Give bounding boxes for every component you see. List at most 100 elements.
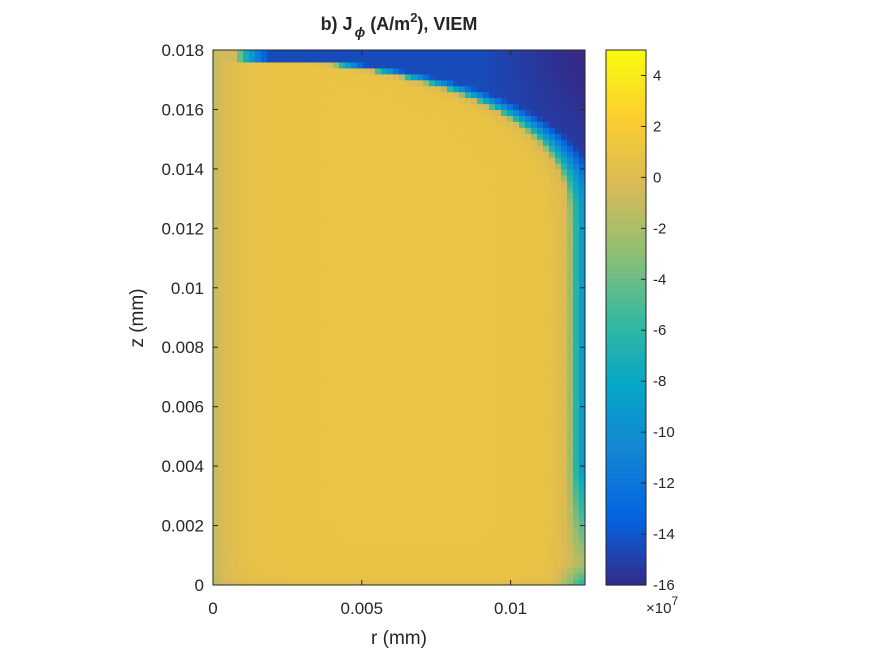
heatmap-cell — [447, 567, 454, 574]
heatmap-cell — [219, 478, 226, 485]
heatmap-cell — [387, 448, 394, 455]
heatmap-cell — [429, 573, 436, 580]
heatmap-cell — [573, 472, 580, 479]
heatmap-cell — [345, 115, 352, 122]
heatmap-cell — [267, 275, 274, 283]
heatmap-cell — [291, 537, 298, 544]
heatmap-cell — [501, 382, 508, 390]
heatmap-cell — [387, 269, 394, 277]
heatmap-cell — [321, 519, 328, 527]
heatmap-cell — [357, 210, 364, 218]
heatmap-cell — [243, 579, 250, 585]
heatmap-cell — [363, 329, 370, 336]
heatmap-cell — [435, 483, 442, 491]
heatmap-cell — [417, 157, 424, 164]
heatmap-cell — [345, 513, 352, 521]
heatmap-cell — [285, 388, 292, 396]
heatmap-cell — [363, 388, 370, 396]
heatmap-cell — [231, 436, 238, 443]
heatmap-cell — [279, 335, 286, 342]
heatmap-cell — [285, 311, 292, 319]
heatmap-cell — [255, 287, 262, 295]
heatmap-cell — [435, 519, 442, 527]
heatmap-cell — [327, 258, 334, 265]
heatmap-cell — [255, 228, 262, 235]
heatmap-cell — [573, 347, 580, 354]
heatmap-cell — [525, 222, 532, 229]
heatmap-cell — [297, 240, 304, 247]
heatmap-cell — [219, 483, 226, 491]
heatmap-cell — [447, 365, 454, 372]
heatmap-cell — [531, 365, 538, 372]
heatmap-cell — [417, 109, 424, 116]
heatmap-cell — [393, 418, 400, 426]
heatmap-cell — [291, 501, 298, 509]
heatmap-cell — [291, 145, 298, 152]
heatmap-cell — [519, 281, 526, 289]
heatmap-cell — [537, 472, 544, 479]
heatmap-cell — [549, 478, 556, 485]
heatmap-cell — [483, 109, 490, 116]
heatmap-cell — [303, 180, 310, 188]
heatmap-cell — [489, 537, 496, 544]
heatmap-cell — [381, 311, 388, 319]
heatmap-cell — [345, 359, 352, 366]
heatmap-cell — [423, 406, 430, 414]
heatmap-cell — [537, 287, 544, 295]
heatmap-cell — [333, 525, 340, 533]
heatmap-cell — [249, 329, 256, 336]
heatmap-cell — [279, 406, 286, 414]
heatmap-cell — [357, 549, 364, 556]
heatmap-cell — [507, 424, 514, 432]
heatmap-cell — [537, 537, 544, 544]
heatmap-cell — [393, 198, 400, 206]
heatmap-cell — [231, 579, 238, 585]
heatmap-cell — [429, 489, 436, 497]
heatmap-cell — [525, 579, 532, 585]
heatmap-cell — [297, 365, 304, 372]
heatmap-cell — [549, 145, 556, 152]
heatmap-cell — [315, 246, 322, 253]
heatmap-cell — [219, 519, 226, 527]
heatmap-cell — [441, 287, 448, 295]
heatmap-cell — [219, 561, 226, 568]
heatmap-cell — [243, 240, 250, 247]
heatmap-cell — [525, 186, 532, 194]
heatmap-cell — [579, 418, 585, 426]
heatmap-cell — [435, 454, 442, 461]
heatmap-cell — [423, 204, 430, 212]
heatmap-cell — [555, 299, 562, 307]
heatmap-cell — [471, 466, 478, 473]
heatmap-cell — [315, 240, 322, 247]
heatmap-cell — [345, 139, 352, 146]
heatmap-cell — [567, 157, 574, 164]
heatmap-cell — [339, 168, 346, 176]
heatmap-cell — [549, 264, 556, 271]
heatmap-cell — [525, 478, 532, 485]
heatmap-cell — [255, 269, 262, 277]
heatmap-cell — [489, 168, 496, 176]
heatmap-cell — [549, 555, 556, 562]
heatmap-cell — [405, 365, 412, 372]
heatmap-cell — [369, 252, 376, 259]
heatmap-cell — [261, 424, 268, 432]
heatmap-cell — [477, 579, 484, 585]
heatmap-cell — [357, 305, 364, 313]
heatmap-cell — [549, 121, 556, 128]
heatmap-cell — [369, 222, 376, 229]
heatmap-cell — [555, 335, 562, 342]
heatmap-cell — [285, 174, 292, 182]
heatmap-cell — [447, 359, 454, 366]
heatmap-cell — [369, 115, 376, 122]
heatmap-cell — [489, 478, 496, 485]
heatmap-cell — [495, 507, 502, 515]
heatmap-cell — [573, 555, 580, 562]
heatmap-cell — [345, 549, 352, 556]
heatmap-cell — [213, 531, 220, 539]
heatmap-cell — [393, 483, 400, 491]
heatmap-cell — [345, 269, 352, 277]
heatmap-cell — [237, 228, 244, 235]
heatmap-cell — [273, 460, 280, 467]
heatmap-cell — [291, 448, 298, 455]
heatmap-cell — [489, 287, 496, 295]
